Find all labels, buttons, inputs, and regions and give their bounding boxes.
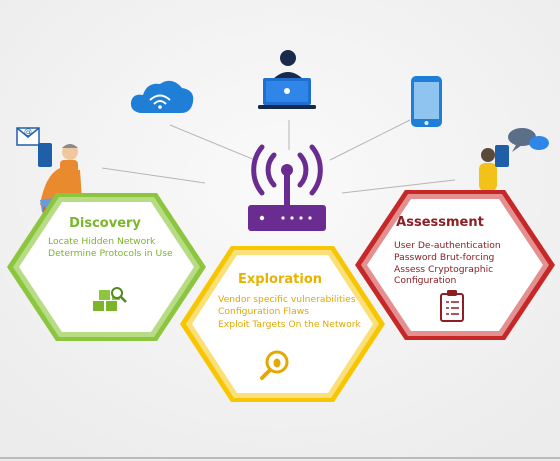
discovery-title: Discovery xyxy=(69,216,141,231)
blocks-search-icon xyxy=(93,287,127,311)
smartphone-icon xyxy=(411,76,442,127)
discovery-hexagon xyxy=(7,193,206,341)
connector-lines xyxy=(101,119,456,194)
discovery-item: Determine Protocols in Use xyxy=(48,248,173,260)
assessment-items: User De-authentication Password Brut-for… xyxy=(394,240,501,287)
exploration-hexagon xyxy=(180,246,385,402)
exploration-item: Configuration Flaws xyxy=(218,306,309,318)
exploration-item: Vendor specific vulnerabilities xyxy=(218,294,356,305)
wifi-router-icon xyxy=(251,144,323,196)
assessment-item: Configuration xyxy=(394,275,457,287)
exploration-title: Exploration xyxy=(238,272,322,287)
exploration-item: Exploit Targets On the Network xyxy=(218,318,361,330)
email-icon: @ xyxy=(16,127,40,146)
exploration-items: Vendor specific vulnerabilities Configur… xyxy=(218,294,361,331)
user-laptop-icon xyxy=(258,50,316,109)
assessment-item: Assess Cryptographic xyxy=(394,263,494,275)
cloud-wifi-icon xyxy=(130,80,194,113)
assessment-item: Password Brut-forcing xyxy=(394,251,495,263)
assessment-item: User De-authentication xyxy=(394,240,501,251)
chat-icon xyxy=(508,128,549,152)
bug-search-icon xyxy=(260,350,289,380)
svg-text:@: @ xyxy=(24,127,32,136)
discovery-items: Locate Hidden Network Determine Protocol… xyxy=(48,236,173,261)
router-body xyxy=(248,164,326,231)
clipboard-checklist-icon xyxy=(440,290,464,322)
assessment-title: Assessment xyxy=(396,215,484,230)
assessment-hexagon xyxy=(355,190,555,340)
discovery-item: Locate Hidden Network xyxy=(48,236,156,247)
